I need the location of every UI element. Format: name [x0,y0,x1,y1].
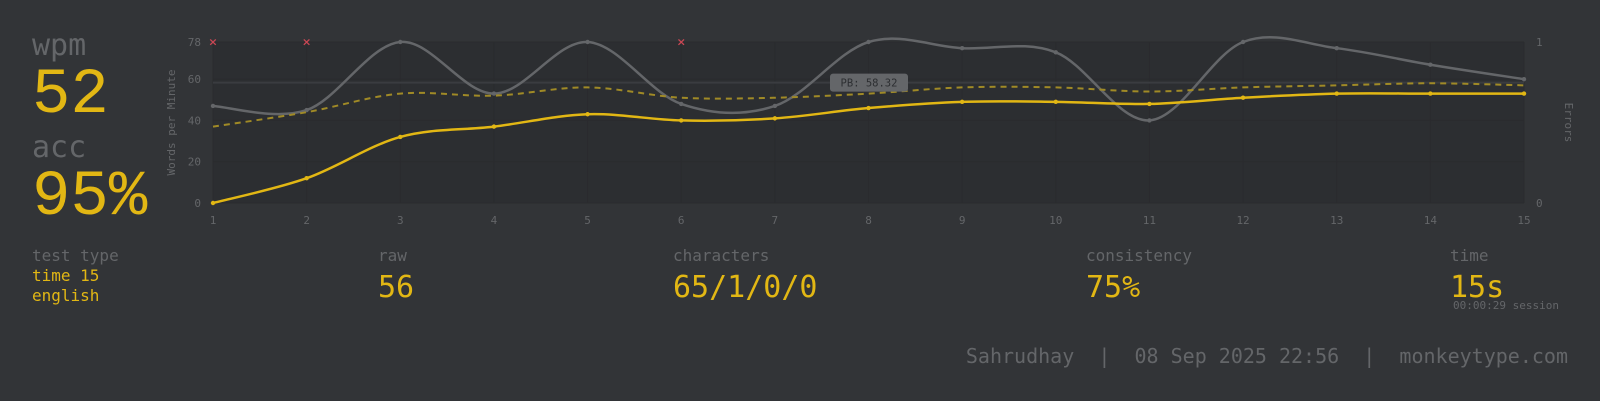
burst-point [398,39,403,45]
burst-point [1147,118,1152,123]
wpm-point [959,99,965,105]
consistency-group: consistency 75% [1086,246,1192,306]
consistency-value[interactable]: 75% [1086,270,1141,305]
x-tick-label: 6 [678,214,685,227]
x-tick-label: 14 [1424,214,1438,227]
time-value[interactable]: 15s [1450,270,1505,305]
summary-stats: wpm 52 acc 95% [32,28,147,230]
wpm-point [772,116,778,121]
y-tick-label: 20 [188,156,201,169]
x-tick-label: 8 [865,214,872,227]
wpm-point [1147,101,1152,107]
burst-point [866,39,871,45]
footer-separator: | [1098,344,1111,368]
x-tick-label: 4 [491,214,498,227]
x-tick-label: 13 [1330,214,1343,227]
characters-value[interactable]: 65/1/0/0 [673,270,818,305]
footer-date: 08 Sep 2025 22:56 [1134,344,1340,368]
wpm-point [1521,91,1527,96]
burst-point [1428,62,1433,67]
consistency-label: consistency [1086,246,1192,265]
test-type-mode[interactable]: time 15 [32,266,100,285]
burst-point [1053,50,1058,55]
burst-point [959,45,965,51]
time-group: time 15s [1450,246,1504,306]
wpm-point [398,134,403,140]
wpm-point [585,112,590,117]
wpm-point [210,200,216,206]
characters-label: characters [673,246,770,265]
burst-point [679,101,684,107]
wpm-label: wpm [32,28,87,63]
burst-point [772,103,778,109]
error-marker: × [208,36,217,49]
x-tick-label: 7 [772,214,779,227]
x-tick-label: 15 [1517,214,1530,227]
raw-group: raw 56 [378,246,414,306]
wpm-point [679,118,684,123]
pb-label: PB: 58.32 [841,78,898,90]
x-tick-label: 10 [1049,214,1062,227]
test-type-group: test type time 15 english [32,246,119,306]
burst-point [1334,45,1339,51]
wpm-point [304,176,309,181]
acc-value[interactable]: 95% [32,162,148,234]
characters-group: characters 65/1/0/0 [673,246,818,306]
burst-point [1521,76,1527,82]
burst-point [304,107,309,113]
wpm-point [1240,95,1246,100]
time-label: time [1450,246,1489,265]
y-tick-label: 40 [188,114,201,127]
test-type-label: test type [32,246,119,265]
y-axis-title: Words per Minute [165,70,178,176]
raw-label: raw [378,246,407,265]
x-tick-label: 9 [959,214,966,227]
wpm-point [1334,91,1339,96]
x-tick-label: 3 [397,214,404,227]
x-tick-label: 12 [1236,214,1249,227]
y2-tick-label: 0 [1536,197,1543,210]
burst-point [585,39,590,45]
y-tick-label: 78 [188,36,201,49]
y-tick-label: 0 [194,197,201,210]
x-tick-label: 11 [1143,214,1156,227]
raw-value[interactable]: 56 [378,270,415,305]
test-type-language[interactable]: english [32,286,100,305]
wpm-point [491,124,497,129]
acc-label: acc [32,130,87,165]
y2-tick-label: 1 [1536,36,1543,49]
burst-line [212,36,1525,122]
footer-separator: | [1363,344,1376,368]
x-tick-label: 1 [210,214,217,227]
footer-user: Sahrudhay [965,344,1075,368]
x-tick-label: 2 [303,214,310,227]
y-tick-label: 60 [188,73,201,86]
footer-info: Sahrudhay | 08 Sep 2025 22:56 | monkeyty… [966,344,1568,368]
wpm-point [1053,99,1058,105]
error-marker: × [302,36,311,49]
x-tick-label: 5 [584,214,591,227]
wpm-point [866,105,871,111]
pb-label-box [830,73,908,92]
session-time: 00:00:29 session [1453,299,1559,312]
wpm-value[interactable]: 52 [32,60,109,132]
burst-point [210,103,216,109]
burst-point [491,91,497,96]
footer-site[interactable]: monkeytype.com [1399,344,1568,368]
wpm-point [1428,91,1433,96]
error-marker: × [677,36,686,49]
y2-axis-title: Errors [1562,103,1575,143]
raw-line [212,82,1525,128]
burst-point [1240,39,1246,45]
